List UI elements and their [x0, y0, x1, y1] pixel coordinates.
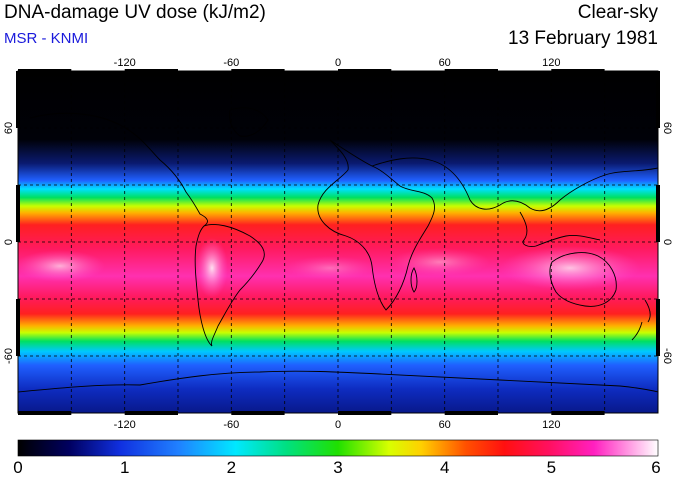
lat-label-left: -60	[3, 348, 15, 364]
map-title: DNA-damage UV dose (kJ/m2)	[4, 2, 266, 23]
lat-label-right: -60	[661, 348, 673, 364]
lat-label-right: 60	[661, 122, 673, 134]
coastlines	[18, 107, 658, 393]
colorbar-label: 3	[333, 458, 343, 477]
lat-label-right: 0	[661, 239, 673, 245]
colorbar-label: 0	[13, 458, 23, 477]
new-zealand-coast	[631, 299, 651, 341]
southeast-asia-coast	[519, 211, 601, 247]
lon-label-top: -120	[114, 57, 136, 69]
greenland-coast	[229, 107, 269, 137]
lon-label-bottom: -60	[223, 419, 239, 431]
south-america-coast	[194, 224, 265, 347]
colorbar-label: 5	[546, 458, 557, 477]
graticule	[18, 71, 658, 413]
europe-africa-coast	[317, 139, 435, 311]
asia-coast	[371, 157, 658, 212]
lon-label-bottom: 0	[335, 419, 341, 431]
lon-label-top: 120	[542, 57, 560, 69]
antarctica-coast	[18, 370, 658, 393]
map-date: 13 February 1981	[508, 28, 658, 49]
lon-label-top: 0	[335, 57, 341, 69]
lat-label-left: 60	[3, 122, 15, 134]
australia-coast	[549, 252, 617, 307]
colorbar-label: 6	[651, 458, 661, 477]
north-america-coast	[29, 112, 208, 227]
lat-label-left: 0	[3, 239, 15, 245]
lon-label-bottom: 60	[439, 419, 451, 431]
colorbar-label: 2	[226, 458, 237, 477]
lon-label-top: -60	[223, 57, 239, 69]
sky-condition-label: Clear-sky	[577, 2, 658, 23]
colorbar	[17, 439, 659, 457]
colorbar-label: 1	[119, 458, 130, 477]
lon-label-bottom: 120	[542, 419, 560, 431]
lon-label-top: 60	[439, 57, 451, 69]
data-source-label: MSR - KNMI	[4, 30, 89, 47]
colorbar-label: 4	[439, 458, 450, 477]
map-frame	[16, 69, 660, 415]
lon-label-bottom: -120	[114, 419, 136, 431]
madagascar-coast	[410, 267, 418, 293]
